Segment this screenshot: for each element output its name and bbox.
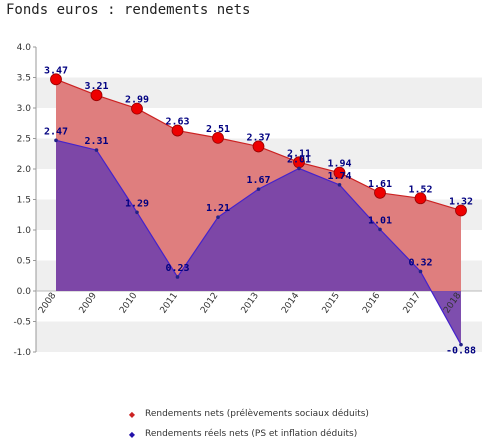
data-label: 1.32 — [449, 196, 473, 207]
legend-label-reels: Rendements réels nets (PS et inflation d… — [145, 429, 358, 439]
legend-marker-reels: ◆ — [128, 429, 136, 439]
nets-point — [90, 89, 103, 102]
legend-label-nets: Rendements nets (prélèvements sociaux dé… — [145, 409, 369, 419]
y-tick-label: 3.5 — [17, 74, 31, 84]
reels-point — [175, 275, 180, 279]
y-tick-label: 1.5 — [17, 196, 31, 206]
nets-point — [171, 124, 184, 137]
data-label: 2.37 — [246, 132, 270, 143]
y-tick-label: 2.5 — [17, 135, 31, 145]
data-label: 2.11 — [287, 148, 311, 159]
grid-band — [36, 321, 482, 352]
data-label: 2.01 — [287, 154, 311, 165]
y-tick-label: 0.5 — [17, 257, 31, 267]
data-label: 1.94 — [327, 159, 351, 170]
reels-point — [418, 269, 423, 274]
data-label: 2.31 — [84, 136, 108, 147]
nets-point — [212, 131, 224, 144]
y-tick-label: 3.0 — [17, 104, 32, 114]
reels-point — [54, 138, 58, 143]
reels-point — [378, 227, 382, 232]
grid-band — [36, 47, 482, 78]
data-label: 1.29 — [125, 198, 149, 209]
nets-point — [455, 204, 467, 217]
data-label: 2.63 — [165, 117, 189, 128]
nets-point — [374, 186, 386, 199]
data-label: 1.01 — [368, 215, 392, 226]
reels-point — [216, 215, 220, 219]
y-tick-label: 2.0 — [17, 165, 32, 175]
reels-point — [459, 342, 463, 347]
nets-point — [252, 140, 265, 153]
reels-point — [135, 210, 139, 215]
data-label: 1.67 — [246, 175, 270, 186]
reels-point — [256, 187, 261, 191]
data-label: 1.21 — [206, 203, 230, 214]
nets-point — [50, 73, 62, 86]
data-label: 3.21 — [84, 81, 108, 92]
data-label: 1.52 — [408, 184, 432, 195]
data-label: 3.47 — [44, 65, 68, 76]
y-tick-label: -0.5 — [13, 318, 31, 328]
data-label: 0.23 — [165, 263, 189, 274]
data-label: 2.99 — [125, 95, 149, 106]
nets-point — [333, 166, 346, 179]
legend-item-reels: ◆ Rendements réels nets (PS et inflation… — [125, 424, 369, 444]
y-tick-label: 1.0 — [17, 226, 32, 236]
data-label: 1.74 — [327, 171, 351, 182]
y-tick-label: -1.0 — [13, 348, 31, 358]
data-label: -0.88 — [446, 346, 476, 357]
reels-point — [94, 148, 99, 152]
legend: ◆ Rendements nets (prélèvements sociaux … — [125, 404, 369, 444]
y-tick-label: 0.0 — [17, 287, 32, 297]
legend-item-nets: ◆ Rendements nets (prélèvements sociaux … — [125, 404, 369, 424]
nets-point — [414, 192, 427, 205]
chart-title: Fonds euros : rendements nets — [6, 2, 251, 18]
y-tick-label: 4.0 — [17, 43, 32, 53]
series-area-1 — [56, 140, 461, 345]
data-label: 1.61 — [368, 179, 392, 190]
data-label: 2.47 — [44, 126, 68, 137]
data-label: 0.32 — [408, 257, 432, 268]
grid-band — [36, 291, 482, 322]
reels-point — [337, 183, 342, 187]
data-label: 2.51 — [206, 124, 230, 135]
legend-marker-nets: ◆ — [128, 409, 136, 419]
nets-point — [131, 102, 143, 115]
reels-point — [297, 166, 301, 171]
